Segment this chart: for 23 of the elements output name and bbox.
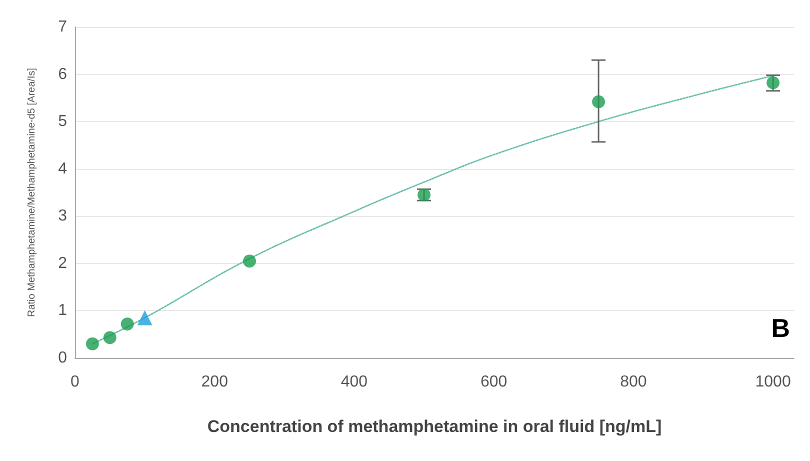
x-tick-label: 200: [201, 374, 228, 390]
point: [86, 337, 99, 350]
point: [137, 310, 152, 326]
x-tick-label: 0: [70, 374, 80, 390]
annotation: B: [771, 313, 790, 343]
x-tick-label: 400: [340, 374, 368, 390]
point: [103, 331, 116, 344]
point: [243, 254, 256, 268]
y-axis-title: Ratio Methamphetamine/Methamphetamine-d5 [Area/Is]: [26, 68, 38, 318]
x-axis-title: Concentration of methamphetamine in oral fluid [ng/mL]: [207, 417, 662, 436]
y-tick-label: 0: [58, 350, 68, 366]
y-tick-label: 7: [58, 18, 68, 36]
point: [120, 317, 134, 330]
y-tick-label: 1: [58, 302, 68, 320]
x-tick-label: 1000: [755, 374, 791, 390]
point: [592, 95, 606, 108]
y-tick-label: 4: [58, 160, 68, 178]
y-tick-label: 5: [58, 113, 68, 130]
y-tick-label: 3: [58, 208, 68, 225]
y-tick-label: 2: [58, 254, 68, 272]
y-tick-label: 6: [58, 66, 68, 83]
x-tick-label: 600: [480, 374, 508, 390]
x-tick-label: 800: [620, 374, 647, 390]
